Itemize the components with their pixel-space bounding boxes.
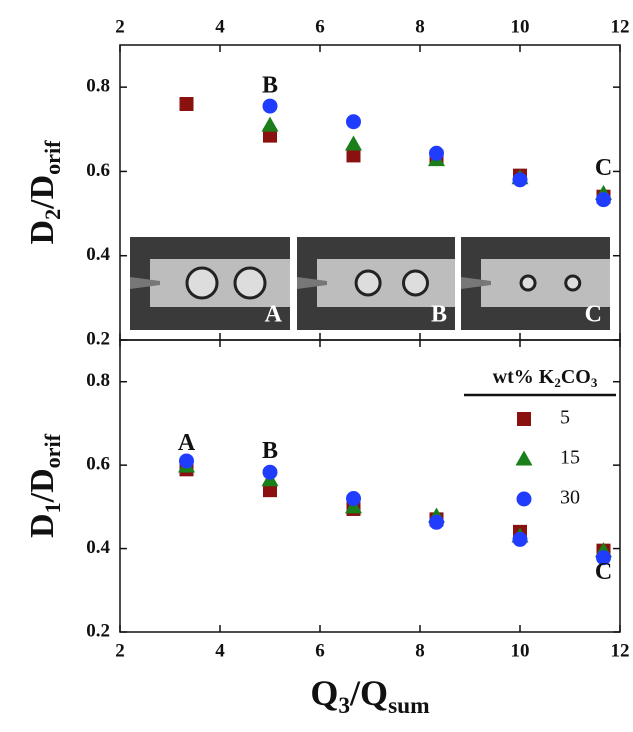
inset-channel — [150, 259, 290, 307]
annotation: A — [178, 430, 196, 456]
legend-title-part: 3 — [591, 375, 598, 390]
x-tick-label: 10 — [511, 640, 530, 661]
y-axis-label: D1/Dorif — [24, 433, 65, 538]
y-tick-label: 0.4 — [86, 537, 110, 558]
inset-droplet — [402, 269, 429, 297]
x-axis-label-part: Q — [310, 673, 338, 713]
x-tick-label: 8 — [415, 16, 425, 37]
y-axis-label-part: D — [24, 513, 61, 538]
inset-label: B — [431, 302, 447, 328]
x-axis-label-part: /Q — [349, 673, 388, 713]
x-tick-label: 10 — [511, 16, 530, 37]
y-axis-label-part: 2 — [40, 209, 65, 220]
inset-label: A — [265, 302, 283, 328]
marker — [346, 148, 361, 163]
x-tick-label: 6 — [315, 16, 325, 37]
y-tick-label: 0.2 — [86, 620, 110, 641]
y-axis-label-part: /D — [24, 175, 61, 210]
inset-droplet — [519, 274, 537, 292]
inset-droplet — [185, 266, 219, 300]
inset-label: C — [585, 302, 602, 328]
legend-title: wt% K2CO3 — [493, 366, 598, 390]
marker — [596, 192, 611, 208]
plot-frame — [119, 339, 621, 633]
x-tick-label: 2 — [115, 640, 125, 661]
annotation: C — [595, 559, 612, 585]
x-axis-label-part: 3 — [338, 693, 350, 719]
inset-droplet — [354, 269, 382, 297]
y-tick-label: 0.8 — [86, 370, 110, 391]
x-axis-label: Q3/Qsum — [310, 673, 430, 719]
marker — [262, 98, 278, 114]
inset-channel — [317, 259, 455, 307]
y-axis-label: D2/Dorif — [24, 140, 65, 245]
y-axis-label-part: D — [24, 220, 61, 245]
inset-nozzle — [461, 277, 491, 289]
marker — [346, 491, 361, 507]
x-tick-label: 12 — [611, 640, 630, 661]
legend-label: 15 — [560, 447, 580, 469]
marker — [345, 135, 362, 151]
legend-label: 5 — [560, 407, 570, 429]
y-tick-label: 0.8 — [86, 76, 110, 97]
inset-nozzle — [130, 277, 160, 289]
marker — [263, 128, 277, 143]
marker — [263, 483, 277, 498]
marker — [516, 491, 532, 507]
y-tick-label: 0.4 — [86, 244, 110, 265]
legend-title-part: CO — [561, 366, 591, 388]
marker — [346, 114, 361, 130]
legend-title-part: wt% K — [493, 366, 555, 388]
marker — [517, 412, 531, 426]
marker — [262, 464, 278, 480]
legend-title-part: 2 — [554, 375, 561, 390]
inset-droplet — [564, 274, 582, 292]
inset-nozzle — [297, 277, 327, 289]
marker — [515, 450, 533, 466]
marker — [429, 514, 444, 530]
y-axis-label-part: orif — [40, 433, 65, 468]
annotation: B — [262, 438, 278, 464]
marker — [512, 531, 528, 547]
annotation: C — [595, 155, 612, 181]
y-axis-label-part: 1 — [40, 502, 65, 513]
x-tick-label: 12 — [611, 16, 630, 37]
inset-droplet — [233, 266, 267, 300]
marker — [261, 116, 279, 132]
annotation: B — [262, 73, 278, 99]
marker — [429, 145, 444, 161]
y-tick-label: 0.6 — [86, 454, 110, 475]
y-axis-label-part: orif — [40, 140, 65, 175]
x-tick-label: 4 — [215, 640, 225, 661]
x-axis-label-part: sum — [388, 693, 430, 719]
y-tick-label: 0.6 — [86, 160, 110, 181]
marker — [179, 453, 194, 469]
x-tick-label: 2 — [115, 16, 125, 37]
marker — [512, 172, 528, 188]
x-tick-label: 6 — [315, 640, 325, 661]
x-tick-label: 8 — [415, 640, 425, 661]
legend-label: 30 — [560, 487, 580, 509]
marker — [179, 97, 194, 111]
y-tick-label: 0.2 — [86, 328, 110, 349]
inset-channel — [481, 259, 610, 307]
y-axis-label-part: /D — [24, 468, 61, 503]
x-tick-label: 4 — [215, 16, 225, 37]
marker — [596, 550, 611, 566]
